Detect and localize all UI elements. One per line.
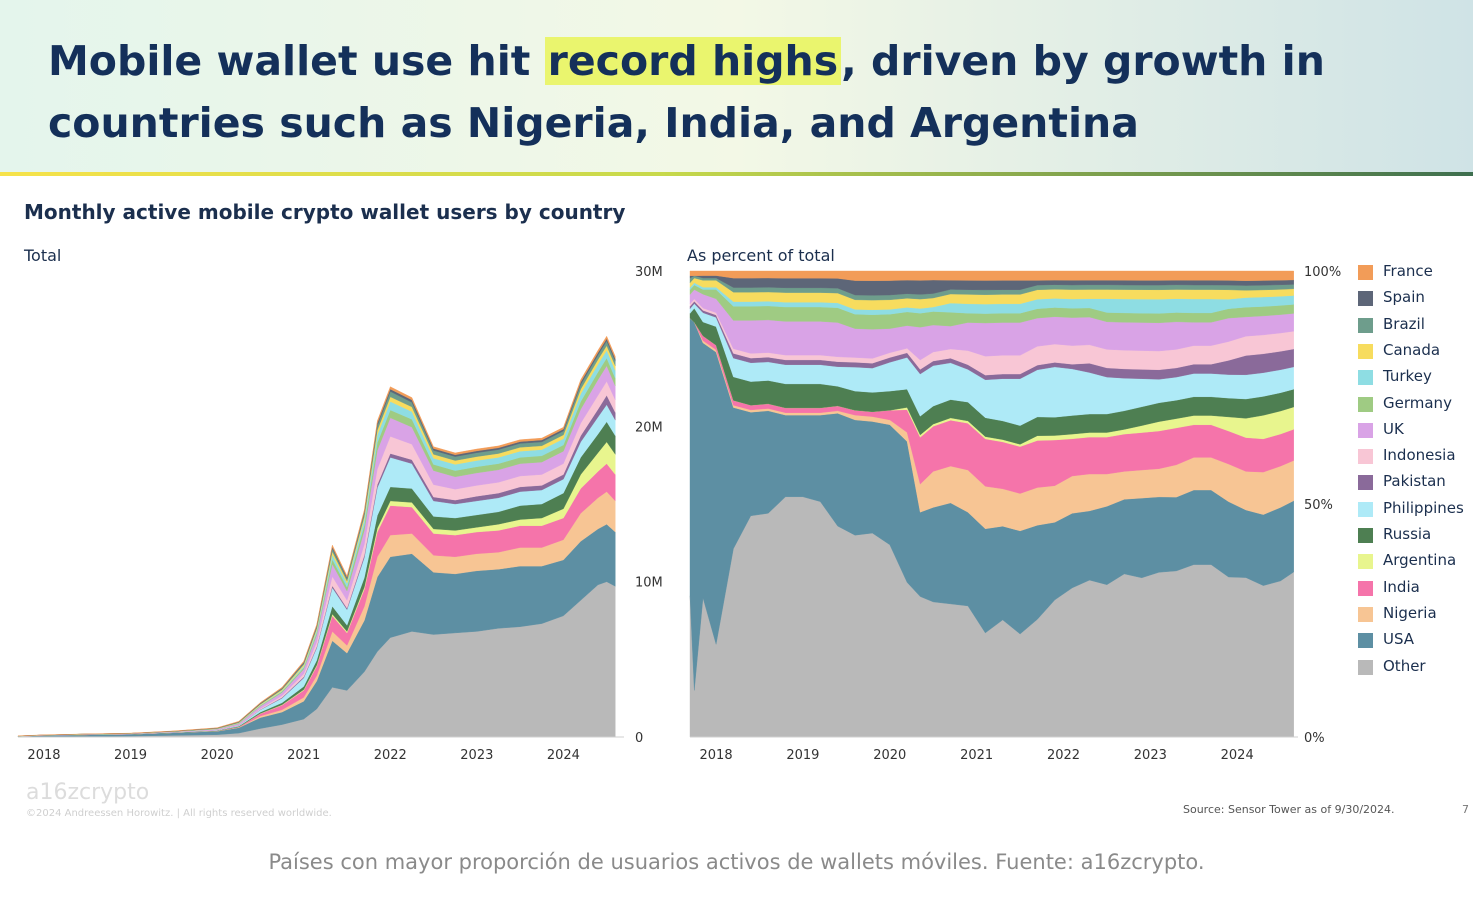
legend-swatch — [1358, 501, 1373, 517]
legend-swatch — [1358, 422, 1373, 438]
percent-x-tick-label: 2019 — [786, 748, 819, 763]
percent-y-tick-label: 100% — [1304, 265, 1341, 280]
legend-swatch — [1358, 554, 1373, 570]
legend-swatch — [1358, 580, 1373, 596]
percent-share-chart: 2018 2019 2020 2021 2022 2023 2024 0% 50% 100% — [689, 265, 1341, 763]
legend-swatch — [1358, 317, 1373, 333]
title-text-after: , driven by growth in countries such as … — [48, 37, 1325, 147]
right-panel-label: As percent of total — [687, 246, 835, 265]
legend-label: Other — [1383, 656, 1426, 675]
total-y-tick-label: 10M — [635, 576, 663, 591]
percent-x-tick-label: 2024 — [1221, 748, 1254, 763]
total-x-tick-label: 2020 — [201, 748, 234, 763]
title-text-before: Mobile wallet use hit — [48, 37, 545, 85]
a16zcrypto-logo: a16zcrypto — [26, 780, 150, 805]
percent-y-tick-label: 50% — [1304, 498, 1333, 513]
header-divider — [0, 172, 1473, 176]
header-banner — [0, 0, 1473, 174]
legend-swatch — [1358, 370, 1373, 386]
legend-swatch — [1358, 475, 1373, 491]
percent-x-tick-label: 2021 — [960, 748, 993, 763]
copyright-text: ©2024 Andreessen Horowitz. | All rights … — [26, 808, 332, 819]
percent-x-tick-label: 2022 — [1047, 748, 1080, 763]
left-panel-label: Total — [24, 246, 62, 265]
legend-label: Turkey — [1383, 367, 1432, 386]
legend-label: Philippines — [1383, 498, 1464, 517]
percent-x-tick-label: 2018 — [700, 748, 733, 763]
title-highlight: record highs — [544, 37, 842, 85]
total-users-chart: 2018 2019 2020 2021 2022 2023 2024 0 10M 20M 30M — [17, 265, 663, 763]
total-x-tick-label: 2018 — [27, 748, 60, 763]
percent-area-france — [689, 270, 1294, 281]
legend-label: Canada — [1383, 340, 1441, 359]
percent-x-tick-label: 2023 — [1134, 748, 1167, 763]
legend-label: Spain — [1383, 288, 1425, 307]
total-y-tick-label: 30M — [635, 265, 663, 280]
legend-label: India — [1383, 577, 1420, 596]
legend-swatch — [1358, 528, 1373, 543]
legend-label: France — [1383, 262, 1433, 280]
legend-swatch — [1358, 396, 1373, 412]
legend-label: Pakistan — [1383, 472, 1446, 491]
page-number: 7 — [1462, 803, 1469, 816]
legend-label: Nigeria — [1383, 603, 1437, 622]
legend-swatch — [1358, 633, 1373, 649]
total-x-tick-label: 2019 — [114, 748, 147, 763]
legend-swatch — [1358, 291, 1373, 307]
legend-swatch — [1358, 449, 1373, 465]
source-note: Source: Sensor Tower as of 9/30/2024. — [1183, 803, 1395, 816]
legend-swatch — [1358, 265, 1373, 280]
total-x-tick-label: 2023 — [460, 748, 493, 763]
legend-swatch — [1358, 659, 1373, 675]
percent-y-tick-label: 0% — [1304, 731, 1325, 746]
legend-label: USA — [1383, 630, 1415, 649]
total-x-tick-label: 2022 — [374, 748, 407, 763]
image-caption: Países con mayor proporción de usuarios … — [268, 850, 1205, 874]
legend-swatch — [1358, 606, 1373, 622]
total-area-france — [17, 335, 616, 737]
legend-label: Argentina — [1383, 551, 1457, 570]
percent-areas — [689, 270, 1294, 738]
total-y-tick-label: 0 — [635, 731, 643, 746]
legend-label: Indonesia — [1383, 446, 1456, 465]
total-y-tick-label: 20M — [635, 420, 663, 435]
legend-label: Germany — [1383, 393, 1452, 412]
page-title: Mobile wallet use hit record highs, driv… — [48, 30, 1428, 154]
percent-x-tick-label: 2020 — [873, 748, 906, 763]
chart-subtitle: Monthly active mobile crypto wallet user… — [24, 200, 626, 224]
legend-label: Brazil — [1383, 314, 1425, 333]
total-x-tick-label: 2024 — [547, 748, 580, 763]
legend-swatch — [1358, 343, 1373, 359]
legend-label: UK — [1383, 419, 1404, 438]
legend-label: Russia — [1383, 525, 1432, 543]
total-x-tick-label: 2021 — [287, 748, 320, 763]
total-areas — [17, 335, 616, 738]
